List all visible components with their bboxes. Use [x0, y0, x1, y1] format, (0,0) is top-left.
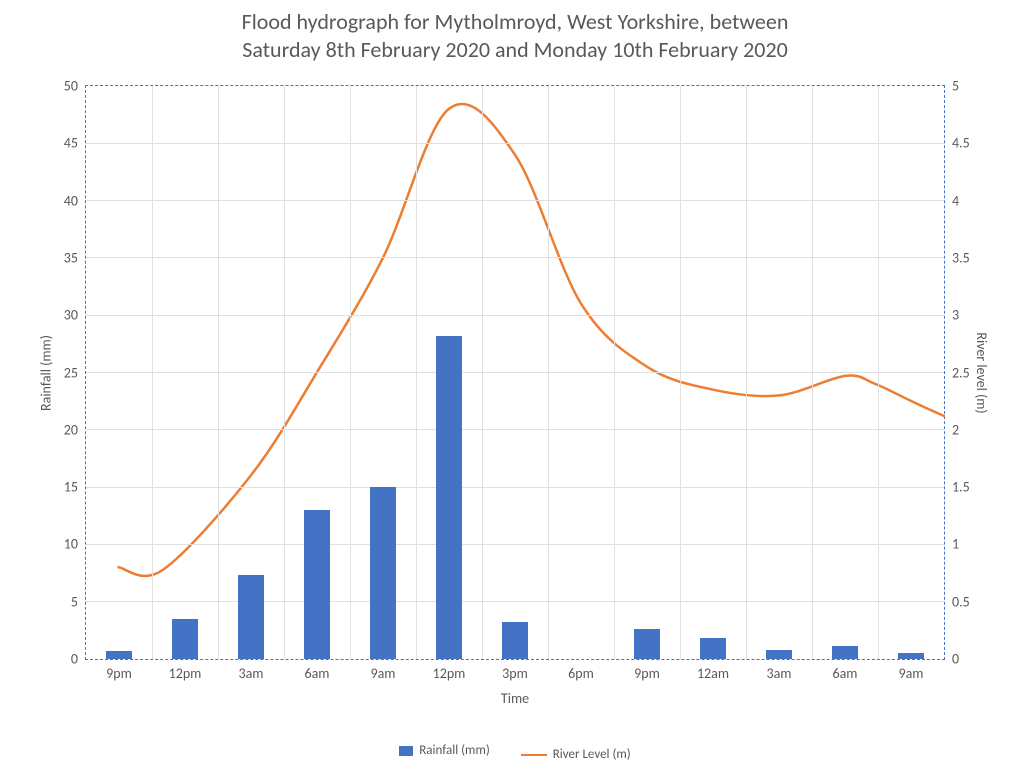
rainfall-bar — [238, 575, 264, 659]
y-right-tick: 3 — [952, 307, 959, 324]
gridline-horizontal — [86, 487, 944, 488]
rainfall-bar — [832, 646, 858, 659]
y-left-tick: 40 — [64, 192, 78, 209]
gridline-horizontal — [86, 544, 944, 545]
legend-label-rainfall: Rainfall (mm) — [419, 743, 490, 758]
gridline-horizontal — [86, 257, 944, 258]
y-left-tick: 10 — [64, 536, 78, 553]
y-left-tick: 15 — [64, 479, 78, 496]
y-right-tick: 1.5 — [952, 479, 970, 496]
y-left-tick: 35 — [64, 249, 78, 266]
y-left-tick: 20 — [64, 421, 78, 438]
plot-area: Rainfall (mm) River level (m) Time 05101… — [85, 85, 945, 660]
chart-title-line1: Flood hydrograph for Mytholmroyd, West Y… — [242, 8, 789, 35]
rainfall-bar — [766, 650, 792, 659]
chart-title: Flood hydrograph for Mytholmroyd, West Y… — [0, 8, 1030, 63]
y-left-tick: 25 — [64, 364, 78, 381]
river-level-path — [119, 104, 944, 576]
x-tick: 3am — [767, 665, 792, 682]
y-left-tick: 45 — [64, 135, 78, 152]
x-tick: 12pm — [169, 665, 202, 682]
gridline-horizontal — [86, 143, 944, 144]
x-tick: 6am — [305, 665, 330, 682]
legend-label-river-level: River Level (m) — [553, 747, 631, 762]
y-left-tick: 50 — [64, 78, 78, 95]
rainfall-bar — [172, 619, 198, 659]
y-left-tick: 0 — [71, 651, 78, 668]
y-right-axis-label: River level (m) — [973, 332, 990, 413]
y-right-tick: 4.5 — [952, 135, 970, 152]
y-right-tick: 0.5 — [952, 593, 970, 610]
x-tick: 3pm — [502, 665, 528, 682]
x-tick: 9am — [899, 665, 924, 682]
chart-container: Flood hydrograph for Mytholmroyd, West Y… — [0, 0, 1030, 770]
legend-item-river-level: River Level (m) — [521, 747, 631, 762]
rainfall-bar — [634, 629, 660, 659]
y-right-tick: 4 — [952, 192, 959, 209]
y-right-tick: 1 — [952, 536, 959, 553]
x-axis-label: Time — [501, 690, 529, 707]
x-tick: 6pm — [568, 665, 594, 682]
y-right-tick: 2.5 — [952, 364, 970, 381]
rainfall-bar — [304, 510, 330, 659]
y-right-tick: 0 — [952, 651, 959, 668]
gridline-horizontal — [86, 372, 944, 373]
gridline-horizontal — [86, 429, 944, 430]
legend-swatch-bar — [399, 746, 413, 756]
y-left-tick: 5 — [71, 593, 78, 610]
x-tick: 9pm — [634, 665, 660, 682]
x-tick: 9pm — [106, 665, 132, 682]
gridline-horizontal — [86, 315, 944, 316]
rainfall-bar — [700, 638, 726, 659]
rainfall-bar — [502, 622, 528, 659]
legend: Rainfall (mm) River Level (m) — [0, 743, 1030, 762]
y-left-tick: 30 — [64, 307, 78, 324]
rainfall-bar — [898, 653, 924, 659]
chart-title-line2: Saturday 8th February 2020 and Monday 10… — [242, 36, 788, 63]
x-tick: 12pm — [433, 665, 466, 682]
y-right-tick: 3.5 — [952, 249, 970, 266]
gridline-horizontal — [86, 200, 944, 201]
legend-item-rainfall: Rainfall (mm) — [399, 743, 490, 758]
x-tick: 6am — [833, 665, 858, 682]
rainfall-bar — [436, 336, 462, 659]
rainfall-bar — [370, 487, 396, 659]
x-tick: 3am — [239, 665, 264, 682]
y-right-tick: 2 — [952, 421, 959, 438]
x-tick: 9am — [371, 665, 396, 682]
y-right-tick: 5 — [952, 78, 959, 95]
x-tick: 12am — [697, 665, 729, 682]
rainfall-bar — [106, 651, 132, 659]
y-left-axis-label: Rainfall (mm) — [37, 335, 54, 411]
gridline-horizontal — [86, 601, 944, 602]
legend-swatch-line — [521, 754, 547, 756]
